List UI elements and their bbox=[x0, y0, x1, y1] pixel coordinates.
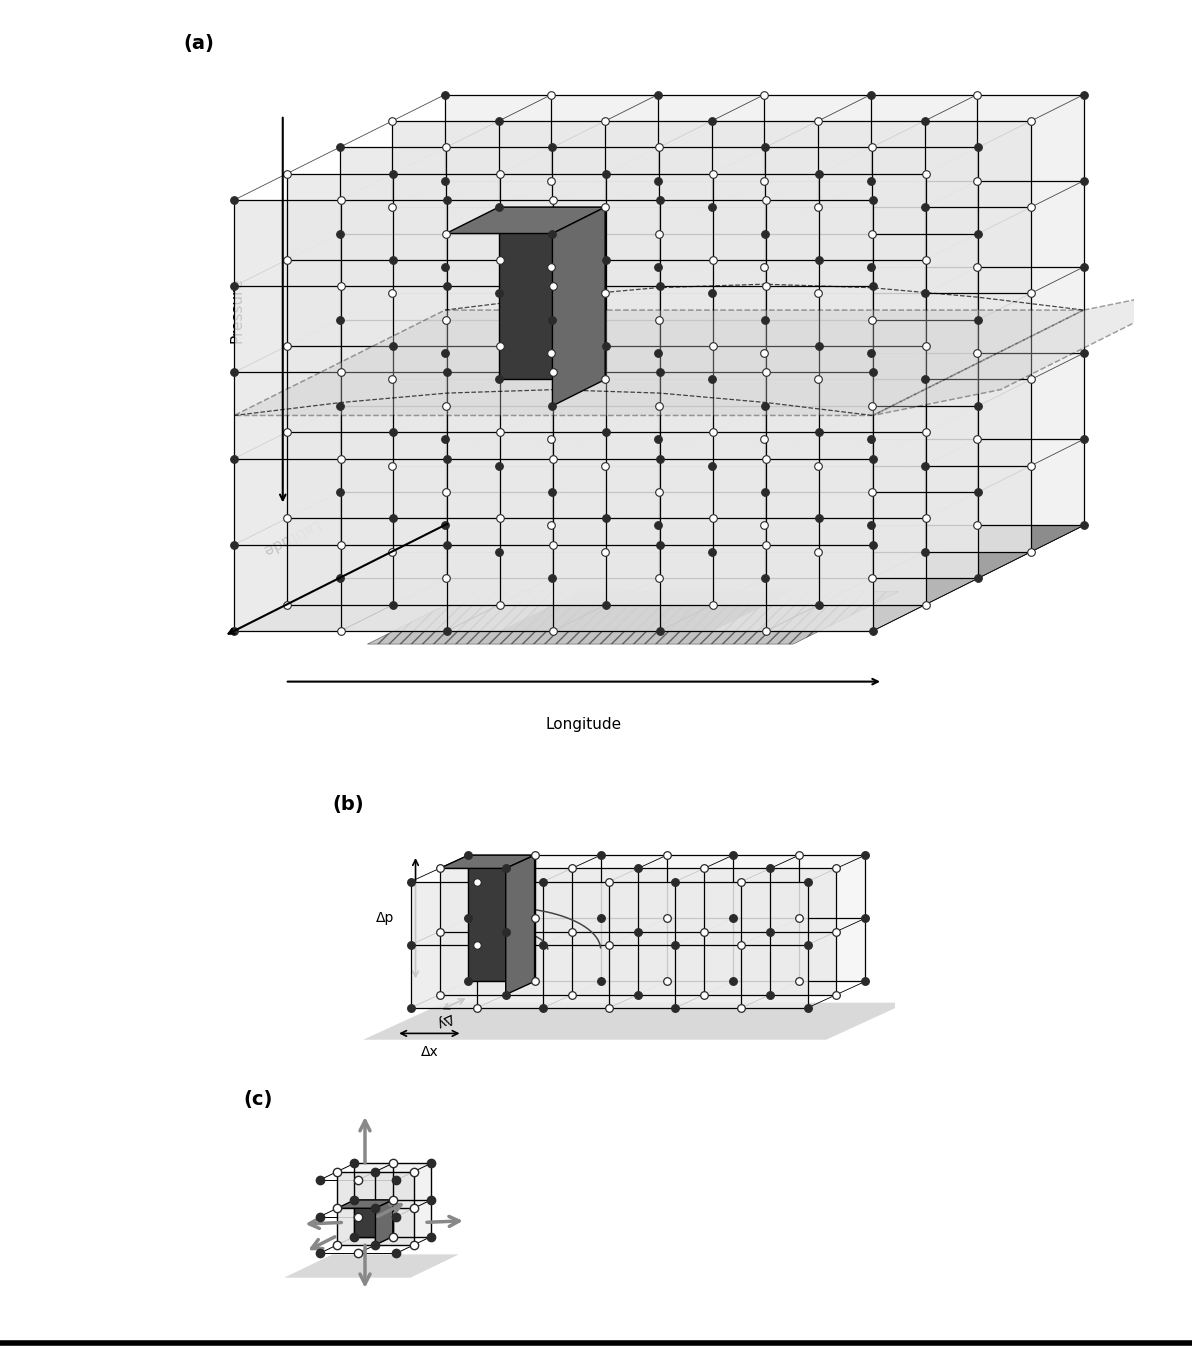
Polygon shape bbox=[337, 1200, 393, 1208]
Polygon shape bbox=[340, 147, 979, 578]
Polygon shape bbox=[367, 591, 899, 644]
Polygon shape bbox=[392, 122, 1031, 552]
Polygon shape bbox=[364, 1003, 907, 1040]
Text: (c): (c) bbox=[243, 1089, 273, 1108]
Text: Latitude: Latitude bbox=[257, 516, 321, 558]
Polygon shape bbox=[354, 1164, 432, 1237]
Polygon shape bbox=[446, 207, 606, 234]
Polygon shape bbox=[234, 605, 925, 630]
Polygon shape bbox=[234, 200, 873, 630]
Polygon shape bbox=[392, 525, 1084, 552]
Polygon shape bbox=[552, 207, 606, 406]
Polygon shape bbox=[284, 1254, 459, 1277]
Polygon shape bbox=[337, 1172, 414, 1245]
Polygon shape bbox=[287, 578, 979, 605]
Polygon shape bbox=[501, 591, 793, 630]
Polygon shape bbox=[440, 868, 837, 995]
Polygon shape bbox=[354, 1200, 393, 1237]
Text: Δy: Δy bbox=[434, 1010, 457, 1030]
Text: Longitude: Longitude bbox=[546, 717, 622, 732]
Polygon shape bbox=[234, 310, 1084, 416]
Polygon shape bbox=[468, 855, 534, 981]
Text: Pressure: Pressure bbox=[230, 277, 244, 343]
Text: Δp: Δp bbox=[377, 911, 395, 925]
Text: (a): (a) bbox=[184, 34, 215, 53]
Text: Δx: Δx bbox=[421, 1045, 439, 1060]
Polygon shape bbox=[440, 855, 534, 868]
Polygon shape bbox=[340, 552, 1031, 578]
Polygon shape bbox=[445, 95, 1084, 525]
Text: (b): (b) bbox=[333, 795, 365, 814]
Polygon shape bbox=[873, 285, 1192, 416]
Polygon shape bbox=[375, 1200, 393, 1245]
Polygon shape bbox=[287, 174, 925, 605]
Polygon shape bbox=[498, 207, 606, 379]
Polygon shape bbox=[505, 855, 534, 995]
Polygon shape bbox=[411, 882, 807, 1008]
Polygon shape bbox=[468, 855, 865, 981]
